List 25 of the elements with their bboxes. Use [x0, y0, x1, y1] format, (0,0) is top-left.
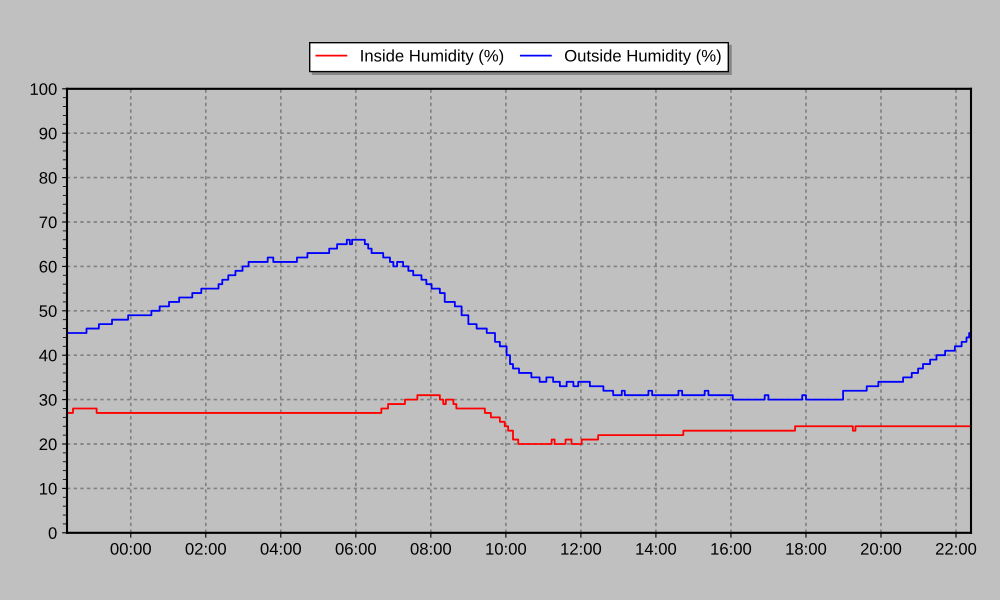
x-tick-label: 08:00 — [410, 542, 452, 555]
x-tick-label: 04:00 — [260, 542, 302, 555]
legend-label: Outside Humidity (%) — [564, 49, 721, 65]
x-tick-label: 02:00 — [186, 542, 226, 555]
y-tick-label: 10 — [40, 482, 57, 495]
x-tick-label: 12:00 — [561, 542, 602, 555]
y-tick-label: 70 — [40, 216, 57, 228]
x-tick-label: 00:00 — [110, 542, 151, 555]
x-tick-label: 06:00 — [336, 542, 376, 555]
y-tick-label: 50 — [39, 305, 57, 318]
x-tick-label: 22:00 — [936, 542, 976, 555]
x-tick-label: 14:00 — [636, 542, 676, 555]
x-tick-label: 16:00 — [711, 542, 752, 555]
y-tick-label: 80 — [39, 172, 57, 184]
x-tick-label: 20:00 — [860, 542, 902, 555]
y-tick-label: 60 — [40, 260, 57, 273]
y-tick-label: 30 — [39, 394, 57, 406]
y-tick-label: 90 — [40, 128, 57, 140]
x-tick-label: 10:00 — [486, 542, 526, 555]
y-tick-label: 40 — [39, 350, 57, 362]
y-tick-label: 0 — [48, 527, 57, 540]
x-tick-label: 18:00 — [786, 542, 826, 555]
y-tick-label: 20 — [40, 438, 57, 450]
y-tick-label: 100 — [30, 83, 57, 96]
legend-label: Inside Humidity (%) — [361, 49, 504, 65]
